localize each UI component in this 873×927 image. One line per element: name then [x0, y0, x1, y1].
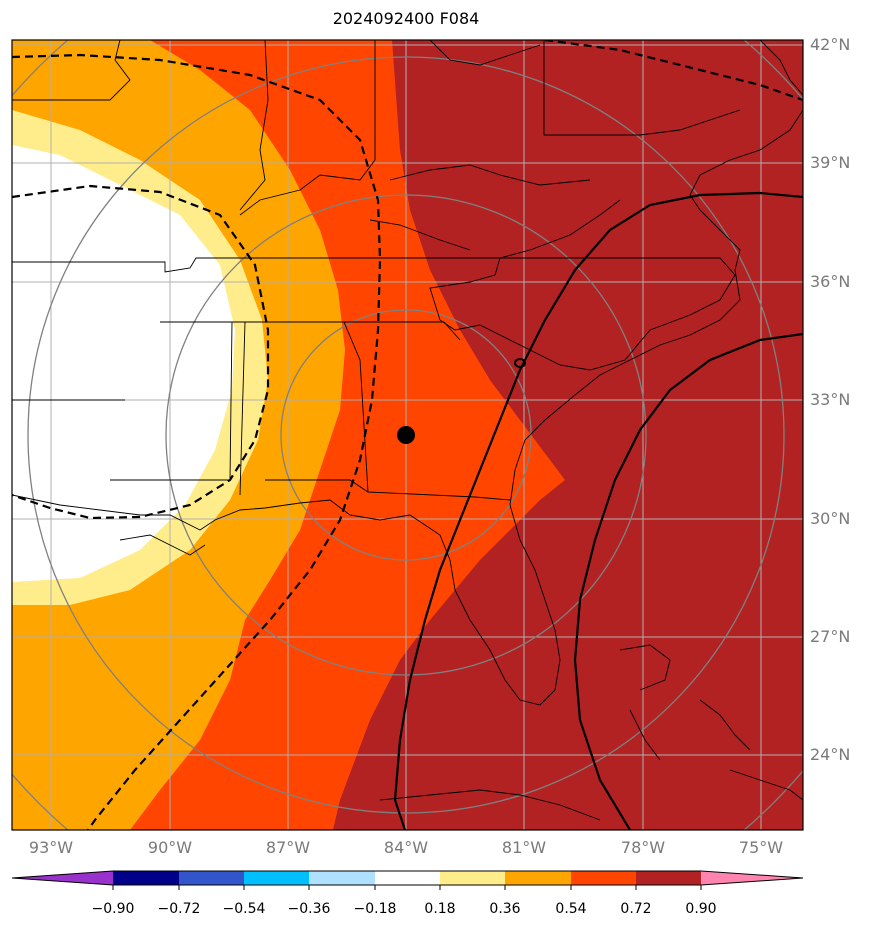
colorbar-tick-label: −0.18 [353, 901, 397, 917]
lon-label: 84°W [383, 838, 429, 857]
lat-label: 36°N [810, 272, 851, 291]
colorbar-tick-label: 0.36 [489, 901, 521, 917]
colorbar-tick-label: 0.54 [555, 901, 587, 917]
dashed-contour-outer [12, 53, 382, 830]
lat-label: 30°N [810, 509, 851, 528]
solid-contour-west [393, 191, 803, 830]
colorbar-tick-label: −0.72 [157, 901, 201, 917]
colorbar-segment [244, 871, 309, 885]
lat-label: 42°N [810, 35, 851, 54]
map-frame [11, 39, 804, 831]
lon-label: 87°W [265, 838, 311, 857]
solid-contour-east [573, 332, 803, 830]
lon-label: 93°W [28, 838, 74, 857]
storm-center-marker [397, 426, 415, 444]
lon-label: 78°W [620, 838, 666, 857]
colorbar-tick-label: −0.54 [222, 901, 266, 917]
political-boundaries [12, 40, 803, 821]
dashed-contour-inner [12, 184, 270, 520]
colorbar-segment [179, 871, 244, 885]
colorbar-tick-label: −0.90 [91, 901, 135, 917]
lon-label: 81°W [501, 838, 547, 857]
lon-label: 90°W [147, 838, 193, 857]
colorbar-segment [571, 871, 636, 885]
colorbar-segment [309, 871, 375, 885]
lat-label: 39°N [810, 153, 851, 172]
colorbar-tick-label: 0.90 [685, 901, 717, 917]
lat-label: 27°N [810, 627, 851, 646]
colorbar-segment [440, 871, 505, 885]
colorbar [11, 870, 804, 890]
colorbar-tick-label: 0.18 [424, 901, 456, 917]
lon-label: 75°W [738, 838, 784, 857]
lat-label: 33°N [810, 390, 851, 409]
solid-contour-small [514, 358, 526, 368]
colorbar-tick-label: −0.36 [287, 901, 331, 917]
dashed-contour-northeast [544, 40, 803, 102]
colorbar-segment [375, 871, 440, 885]
lat-label: 24°N [810, 745, 851, 764]
colorbar-extend-high [701, 871, 803, 885]
colorbar-segment [113, 871, 179, 885]
colorbar-extend-low [12, 871, 113, 885]
field-white [12, 145, 235, 582]
colorbar-segment [505, 871, 571, 885]
colorbar-tick-label: 0.72 [620, 901, 652, 917]
map-title: 2024092400 F084 [332, 9, 480, 28]
colorbar-segment [636, 871, 701, 885]
